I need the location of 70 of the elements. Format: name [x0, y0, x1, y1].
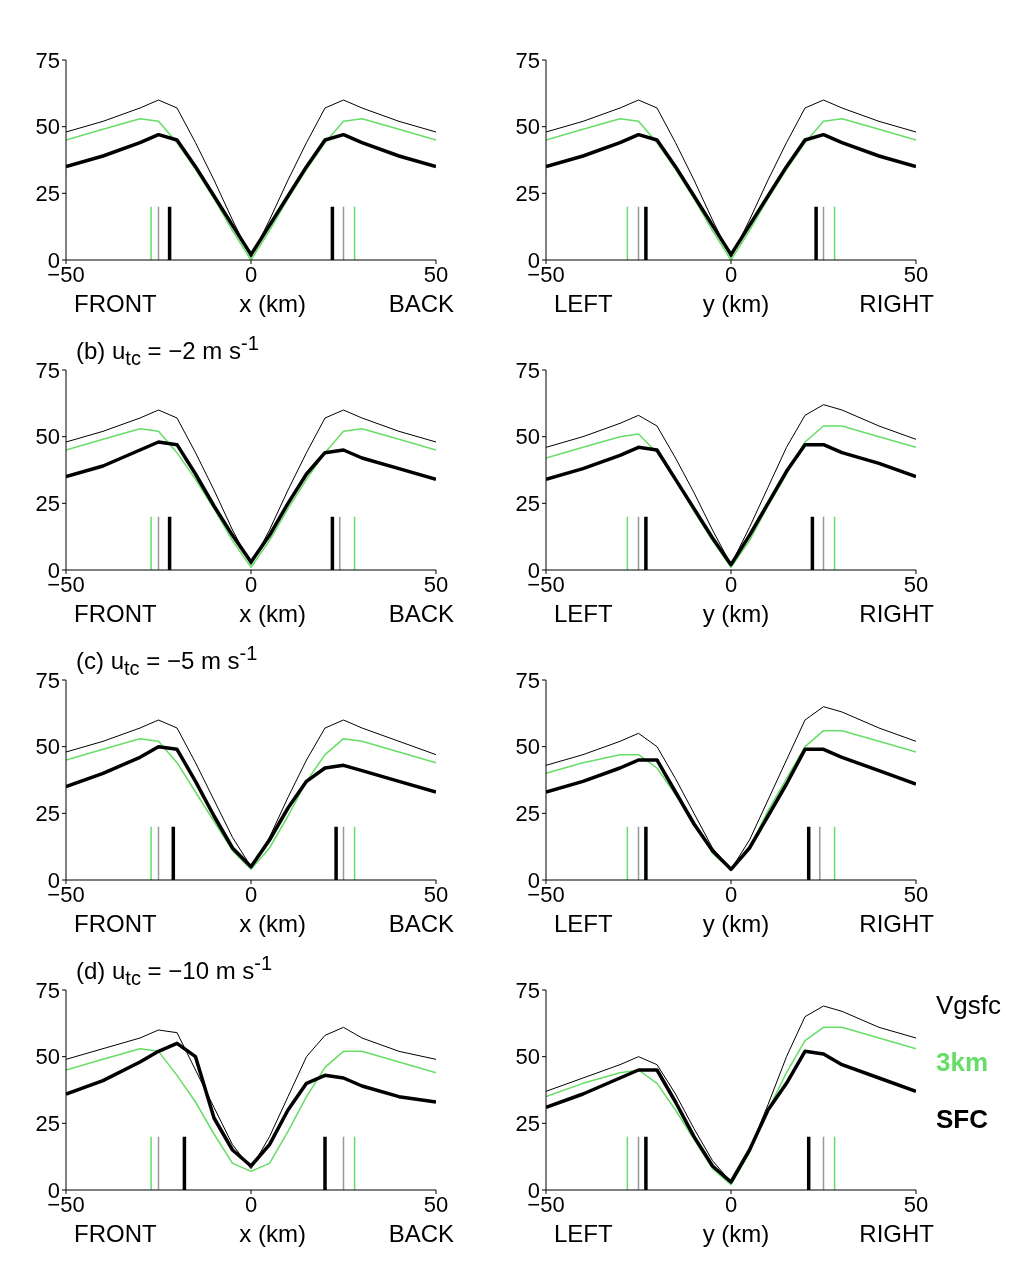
series-label: 3km [936, 1047, 990, 1078]
x-tick-label: 50 [423, 571, 449, 597]
text: LEFT [554, 1220, 613, 1248]
x-tick-label: 50 [423, 881, 449, 907]
x-tick-label: 0 [724, 261, 738, 287]
text: RIGHT [859, 910, 934, 938]
text: FRONT [74, 600, 157, 628]
x-tick-label: 0 [244, 571, 258, 597]
text: LEFT [554, 600, 613, 628]
y-tick-label: 75 [35, 667, 60, 693]
text: FRONT [74, 910, 157, 938]
series-label: SFC [936, 1104, 989, 1135]
x-axis-title: x (km) [239, 600, 306, 628]
x-axis-title: x (km) [239, 910, 306, 938]
y-tick-label: 50 [35, 114, 60, 140]
y-tick-label: 75 [515, 667, 540, 693]
y-tick-label: 50 [515, 734, 540, 760]
x-tick-label: 50 [903, 1191, 929, 1217]
x-axis-title: y (km) [702, 290, 770, 318]
y-tick-label: 50 [515, 424, 540, 450]
y-tick-label: 75 [515, 977, 540, 1003]
x-axis-title: y (km) [702, 910, 770, 938]
text: FRONT [74, 290, 157, 318]
y-tick-label: 75 [35, 357, 60, 383]
y-tick-label: 25 [35, 1111, 60, 1137]
y-tick-label: 75 [515, 357, 540, 383]
x-tick-label: 50 [903, 571, 929, 597]
x-axis-title: y (km) [702, 600, 770, 628]
y-tick-label: 50 [35, 1044, 60, 1070]
x-axis-title: y (km) [702, 1220, 770, 1248]
chart-title: (b) u$_{tc}$ = −2 m s$^{-1}$ [76, 332, 259, 369]
x-tick-label: 50 [423, 1191, 449, 1217]
text: RIGHT [859, 290, 934, 318]
text: BACK [388, 600, 454, 628]
y-tick-label: 50 [515, 1044, 540, 1070]
x-tick-label: 50 [423, 261, 449, 287]
text: LEFT [554, 290, 613, 318]
text: BACK [388, 1220, 454, 1248]
x-tick-label: 0 [244, 1191, 258, 1217]
x-tick-label: 0 [724, 1191, 738, 1217]
chart-title: (c) u$_{tc}$ = −5 m s$^{-1}$ [76, 642, 258, 679]
y-tick-label: 25 [515, 491, 540, 517]
text: RIGHT [859, 1220, 934, 1248]
text: RIGHT [859, 600, 934, 628]
x-tick-label: 0 [724, 881, 738, 907]
x-tick-label: 0 [244, 261, 258, 287]
y-tick-label: 25 [35, 491, 60, 517]
x-tick-label: 50 [903, 261, 929, 287]
y-tick-label: 50 [35, 734, 60, 760]
chart-title: (d) u$_{tc}$ = −10 m s$^{-1}$ [76, 952, 273, 989]
y-tick-label: 25 [515, 1111, 540, 1137]
y-tick-label: 25 [515, 181, 540, 207]
x-tick-label: 0 [244, 881, 258, 907]
x-axis-title: x (km) [239, 1220, 306, 1248]
y-tick-label: 75 [35, 47, 60, 73]
series-label: Vgsfc [936, 990, 1002, 1021]
y-tick-label: 25 [35, 801, 60, 827]
text: BACK [388, 290, 454, 318]
y-tick-label: 75 [515, 47, 540, 73]
y-tick-label: 25 [515, 801, 540, 827]
x-axis-title: x (km) [239, 290, 306, 318]
y-tick-label: 75 [35, 977, 60, 1003]
y-tick-label: 50 [35, 424, 60, 450]
x-tick-label: 50 [903, 881, 929, 907]
text: FRONT [74, 1220, 157, 1248]
text: LEFT [554, 910, 613, 938]
text: BACK [388, 910, 454, 938]
y-tick-label: 25 [35, 181, 60, 207]
y-tick-label: 50 [515, 114, 540, 140]
x-tick-label: 0 [724, 571, 738, 597]
